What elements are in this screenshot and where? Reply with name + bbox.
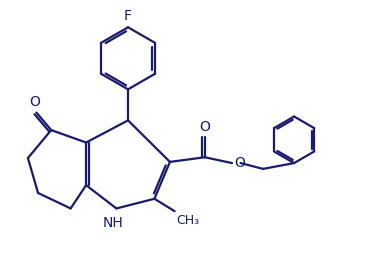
Text: F: F (124, 9, 132, 23)
Text: O: O (235, 156, 246, 170)
Text: CH₃: CH₃ (176, 214, 199, 227)
Text: O: O (29, 95, 40, 109)
Text: O: O (199, 120, 210, 134)
Text: NH: NH (102, 216, 123, 230)
